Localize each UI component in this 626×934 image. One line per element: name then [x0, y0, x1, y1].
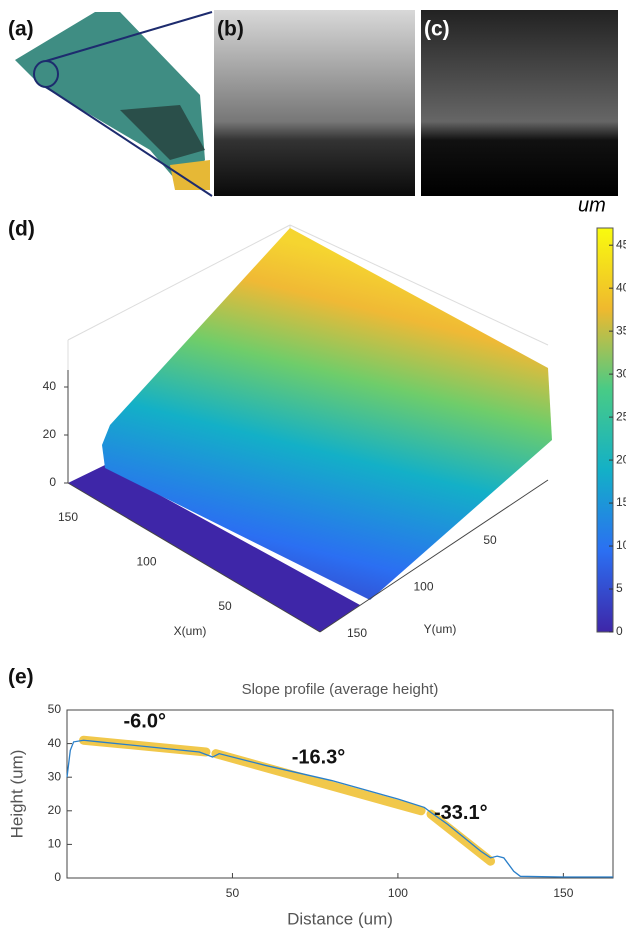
y-tick-label: 10	[48, 837, 62, 851]
x-axis-label: X(um)	[174, 624, 207, 638]
x-tick-label: 150	[58, 510, 78, 524]
fit-segment	[211, 749, 426, 816]
colorbar-tick-label: 10	[616, 538, 626, 552]
panel-label: (a)	[8, 18, 34, 41]
colorbar-tick-label: 45	[616, 237, 626, 251]
colorbar-tick-label: 5	[616, 581, 623, 595]
x-tick-label: 100	[136, 555, 156, 569]
panel-label: (d)	[8, 218, 35, 241]
axis-line	[67, 482, 321, 633]
x-tick-label: 50	[218, 599, 232, 613]
surface-floor	[68, 465, 360, 632]
panel-label: (e)	[8, 666, 34, 689]
x-tick-label: 50	[226, 886, 240, 900]
photo-a	[15, 11, 213, 197]
y-axis-label: Y(um)	[424, 622, 457, 636]
photo-b	[214, 10, 415, 196]
y-axis-label: Height (um)	[7, 750, 26, 839]
colorbar-tick-label: 20	[616, 452, 626, 466]
photo-c	[421, 10, 618, 196]
plot-frame	[66, 709, 614, 879]
y-tick-label: 150	[347, 626, 367, 640]
y-tick-label: 0	[54, 870, 61, 884]
annotation: -16.3°	[292, 747, 346, 769]
axis-line	[319, 479, 549, 633]
y-tick-label: 50	[48, 702, 62, 716]
colorbar-tick-label: 15	[616, 495, 626, 509]
colorbar-tick-label: 0	[616, 624, 623, 638]
y-tick-label: 40	[48, 736, 62, 750]
panel-label: (c)	[424, 18, 450, 41]
annotation: -33.1°	[434, 802, 488, 824]
y-tick-label: 50	[483, 533, 497, 547]
z-tick-label: 0	[49, 475, 56, 489]
colorbar-tick-label: 40	[616, 280, 626, 294]
colorbar-tick-label: 30	[616, 366, 626, 380]
y-tick-label: 30	[48, 769, 62, 783]
panel-label: (b)	[217, 18, 244, 41]
x-tick-label: 150	[553, 886, 573, 900]
x-tick-label: 100	[388, 886, 408, 900]
y-tick-label: 20	[48, 803, 62, 817]
z-tick-label: 20	[43, 427, 57, 441]
chart-title: Slope profile (average height)	[242, 681, 439, 698]
fit-segment	[426, 809, 496, 866]
y-tick-label: 100	[413, 580, 433, 594]
colorbar-tick-label: 25	[616, 409, 626, 423]
colorbar-tick-label: 35	[616, 323, 626, 337]
colorbar-unit: um	[578, 194, 606, 216]
surface	[102, 228, 552, 600]
colorbar	[596, 227, 614, 633]
line	[66, 739, 613, 878]
annotation: -6.0°	[124, 710, 166, 732]
z-tick-label: 40	[43, 379, 57, 393]
x-axis-label: Distance (um)	[287, 909, 393, 928]
